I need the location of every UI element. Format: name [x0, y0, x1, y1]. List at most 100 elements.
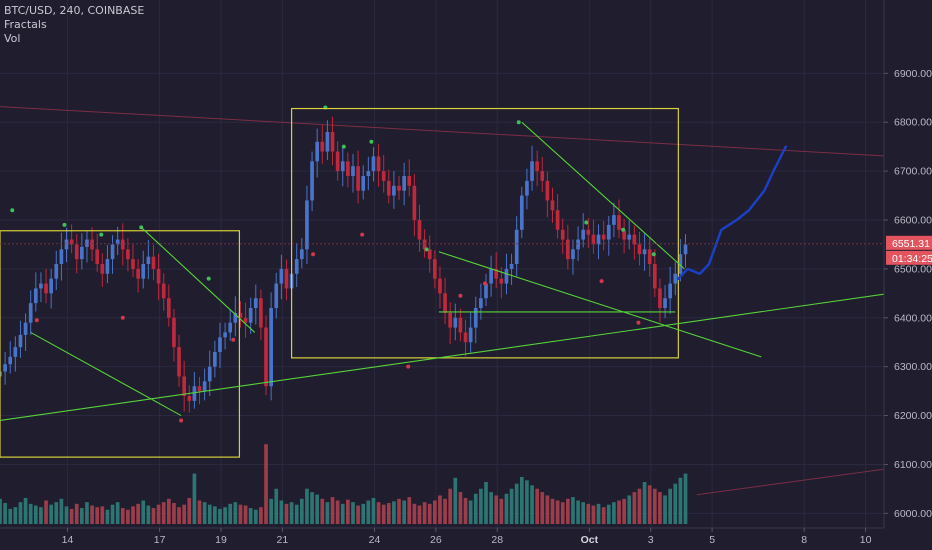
candle-body: [668, 283, 673, 299]
candle-body: [310, 161, 314, 201]
time-tick-label: 24: [369, 534, 381, 546]
candle-body: [417, 220, 422, 240]
candle-body: [484, 283, 488, 299]
candle-body: [294, 259, 299, 274]
volume-bar: [525, 480, 529, 524]
fractal-up-marker: [584, 220, 589, 225]
time-tick-label: 14: [62, 534, 74, 546]
volume-bar: [69, 508, 74, 524]
volume-bar: [253, 509, 258, 524]
volume-bar: [504, 493, 509, 524]
trendline: [30, 331, 182, 417]
volume-bar: [652, 488, 657, 524]
volume-bar: [392, 501, 396, 524]
price-tick-label: 6600.00: [894, 215, 932, 227]
volume-bar: [126, 509, 130, 524]
volume-bar: [299, 498, 304, 524]
volume-bar: [560, 502, 565, 524]
candle-body: [223, 332, 227, 338]
volume-bar: [381, 504, 386, 524]
candle-body: [100, 264, 105, 274]
volume-bar: [519, 476, 524, 524]
fractal-down-marker: [482, 281, 487, 286]
fractal-up-marker: [206, 276, 211, 281]
candle-body: [658, 288, 662, 308]
candle-body: [617, 215, 621, 230]
volume-bar: [417, 505, 422, 524]
volume-bar: [248, 508, 253, 524]
volume-bar: [617, 500, 621, 524]
chart-legend: BTC/USD, 240, COINBASE Fractals Vol: [4, 4, 144, 46]
volume-bar: [514, 483, 519, 524]
candle-body: [566, 239, 570, 260]
volume-bar: [397, 498, 401, 524]
volume-bar: [223, 507, 227, 524]
candle-body: [213, 352, 217, 367]
candle-body: [473, 308, 478, 328]
volume-bar: [274, 488, 279, 524]
volume-bar: [177, 507, 181, 524]
volume-bar: [218, 508, 222, 524]
consolidation-box: [0, 230, 241, 458]
volume-bar: [8, 508, 13, 524]
volume-bar: [499, 498, 504, 524]
candle-body: [33, 288, 38, 304]
candle-body: [202, 381, 207, 392]
fractal-down-marker: [458, 293, 463, 298]
candle-body: [156, 268, 161, 284]
candle-body: [540, 171, 545, 181]
volume-indicator-label[interactable]: Vol: [4, 32, 21, 45]
volume-bar: [545, 495, 550, 524]
candle-body: [683, 244, 688, 255]
volume-bar: [402, 500, 406, 524]
candle-body: [207, 366, 212, 382]
candle-body: [197, 386, 202, 392]
candle-body: [74, 244, 79, 260]
volume-bar: [90, 505, 94, 524]
candle-body: [637, 244, 642, 255]
volume-bar: [100, 506, 105, 524]
volume-bar: [264, 444, 268, 524]
candle-body: [279, 268, 284, 284]
volume-bar: [294, 504, 299, 524]
candle-body: [8, 356, 13, 365]
candle-body: [673, 273, 678, 284]
candle-body: [581, 229, 586, 240]
candle-body: [412, 185, 417, 220]
candle-body: [305, 200, 309, 250]
fractals-indicator-label[interactable]: Fractals: [4, 18, 47, 31]
candle-body: [422, 239, 427, 250]
candle-body: [427, 249, 432, 260]
volume-bar: [356, 505, 360, 524]
candle-body: [514, 229, 519, 264]
volume-bar: [438, 495, 442, 524]
volume-bar: [540, 492, 545, 524]
volume-bar: [233, 502, 238, 524]
candle-body: [371, 156, 376, 172]
candle-body: [253, 298, 258, 308]
candle-body: [622, 229, 626, 240]
volume-bar: [54, 502, 59, 524]
volume-bar: [320, 498, 325, 524]
candle-body: [642, 249, 647, 255]
fractal-up-marker: [341, 144, 346, 149]
candle-body: [177, 347, 181, 377]
volume-bar: [172, 503, 176, 524]
candle-body: [269, 308, 273, 387]
volume-bar: [366, 500, 371, 524]
candle-body: [525, 180, 529, 196]
price-tick-label: 6200.00: [894, 410, 932, 422]
volume-bar: [243, 505, 248, 524]
volume-bar: [182, 504, 187, 524]
candle-body: [126, 249, 130, 260]
volume-bar: [683, 473, 688, 524]
candle-body: [494, 268, 499, 279]
fractal-down-marker: [179, 418, 184, 423]
volume-bar: [49, 504, 53, 524]
candle-body: [530, 161, 534, 181]
candle-body: [545, 180, 550, 201]
volume-bar: [289, 502, 294, 524]
candle-body: [647, 249, 652, 264]
